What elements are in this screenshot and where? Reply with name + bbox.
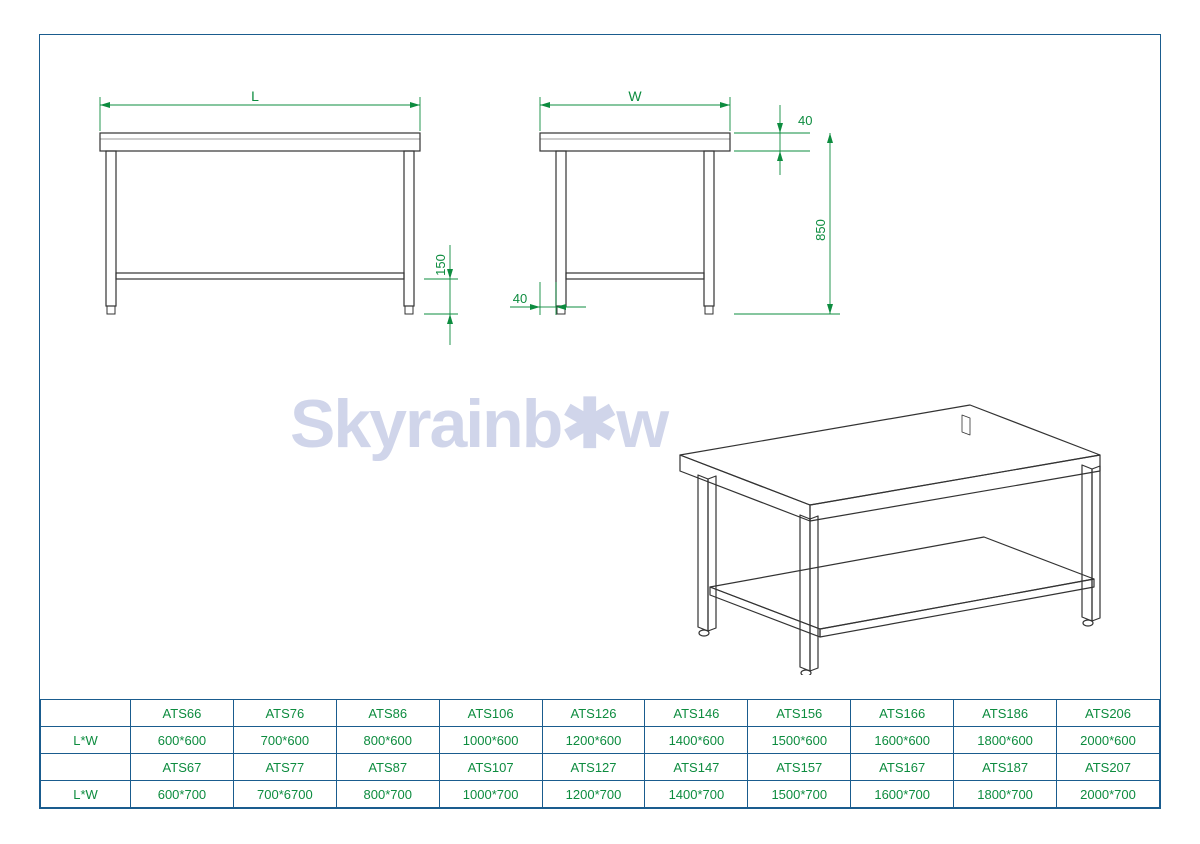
spec-cell: ATS207	[1057, 754, 1160, 781]
length-dim-label: L	[251, 88, 259, 104]
spec-cell: 1000*600	[439, 727, 542, 754]
spec-cell: 1500*700	[748, 781, 851, 808]
specification-table: ATS66ATS76ATS86ATS106ATS126ATS146ATS156A…	[40, 699, 1160, 808]
spec-cell: 2000*700	[1057, 781, 1160, 808]
shelf-height-dim: 150	[433, 254, 448, 276]
overall-height-dim: 850	[813, 219, 828, 241]
table-row: L*W600*700700*6700800*7001000*7001200*70…	[41, 781, 1160, 808]
spec-cell: 800*600	[336, 727, 439, 754]
spec-cell: 800*700	[336, 781, 439, 808]
spec-cell: ATS87	[336, 754, 439, 781]
spec-cell: ATS157	[748, 754, 851, 781]
spec-cell: 1400*600	[645, 727, 748, 754]
spec-cell: 1600*600	[851, 727, 954, 754]
spec-cell: 1800*600	[954, 727, 1057, 754]
table-row: ATS66ATS76ATS86ATS106ATS126ATS146ATS156A…	[41, 700, 1160, 727]
side-elevation: W 40 40 850	[510, 88, 840, 315]
row-label: L*W	[41, 727, 131, 754]
row-label	[41, 700, 131, 727]
spec-cell: ATS146	[645, 700, 748, 727]
spec-cell: 1800*700	[954, 781, 1057, 808]
spec-cell: ATS166	[851, 700, 954, 727]
spec-cell: ATS206	[1057, 700, 1160, 727]
spec-cell: ATS127	[542, 754, 645, 781]
side-inset-dim: 40	[513, 291, 527, 306]
width-dim-label: W	[628, 88, 642, 104]
spec-cell: 600*600	[131, 727, 234, 754]
spec-cell: 1600*700	[851, 781, 954, 808]
spec-cell: ATS66	[131, 700, 234, 727]
spec-cell: 1500*600	[748, 727, 851, 754]
spec-cell: ATS147	[645, 754, 748, 781]
spec-cell: 1400*700	[645, 781, 748, 808]
isometric-view	[680, 405, 1100, 675]
spec-cell: ATS167	[851, 754, 954, 781]
row-label: L*W	[41, 781, 131, 808]
table-row: L*W600*600700*600800*6001000*6001200*600…	[41, 727, 1160, 754]
spec-cell: 2000*600	[1057, 727, 1160, 754]
top-thickness-dim: 40	[798, 113, 812, 128]
spec-cell: ATS107	[439, 754, 542, 781]
spec-cell: ATS126	[542, 700, 645, 727]
spec-cell: ATS106	[439, 700, 542, 727]
row-label	[41, 754, 131, 781]
spec-cell: 1200*600	[542, 727, 645, 754]
spec-cell: ATS186	[954, 700, 1057, 727]
spec-cell: ATS156	[748, 700, 851, 727]
drawing-frame: L 150	[39, 34, 1161, 809]
spec-cell: ATS67	[131, 754, 234, 781]
table-row: ATS67ATS77ATS87ATS107ATS127ATS147ATS157A…	[41, 754, 1160, 781]
spec-cell: 1200*700	[542, 781, 645, 808]
spec-cell: ATS187	[954, 754, 1057, 781]
spec-cell: ATS77	[233, 754, 336, 781]
spec-cell: 700*6700	[233, 781, 336, 808]
spec-cell: 600*700	[131, 781, 234, 808]
spec-cell: 1000*700	[439, 781, 542, 808]
front-elevation: L 150	[100, 88, 458, 345]
technical-drawing: L 150	[40, 35, 1162, 675]
spec-cell: ATS86	[336, 700, 439, 727]
spec-cell: 700*600	[233, 727, 336, 754]
spec-cell: ATS76	[233, 700, 336, 727]
